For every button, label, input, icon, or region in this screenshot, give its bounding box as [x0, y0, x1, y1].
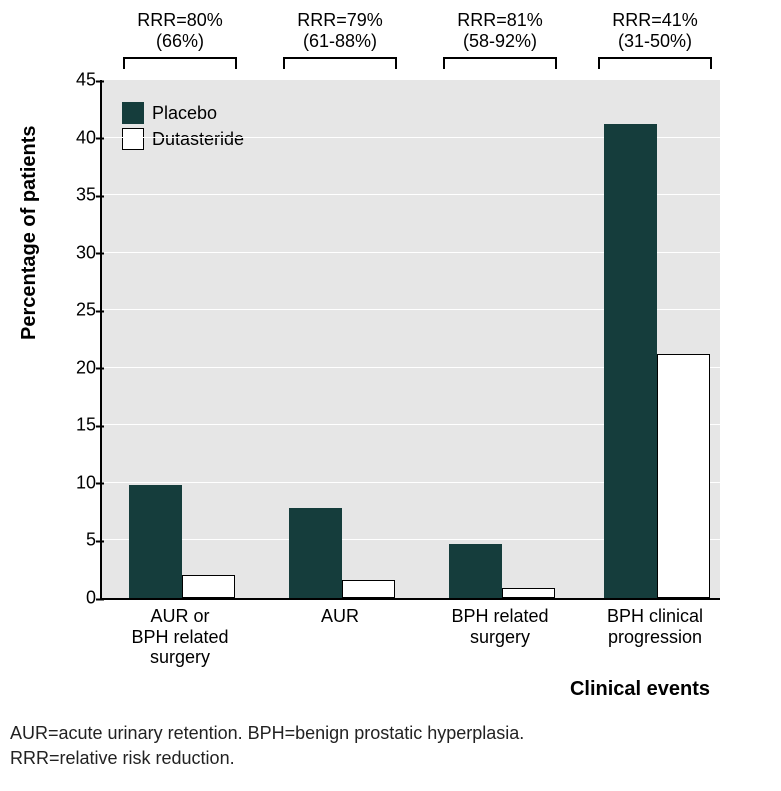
rrr-line1: RRR=80% [115, 10, 245, 31]
bracket-icon [435, 55, 565, 69]
legend: Placebo Dutasteride [122, 102, 244, 154]
rrr-line1: RRR=81% [435, 10, 565, 31]
rrr-line2: (61-88%) [275, 31, 405, 52]
rrr-annotation: RRR=81%(58-92%) [435, 10, 565, 69]
rrr-line1: RRR=79% [275, 10, 405, 31]
rrr-annotation: RRR=80%(66%) [115, 10, 245, 69]
x-category-row: AUR orBPH relatedsurgery AUR BPH relatedsu… [100, 600, 720, 678]
legend-swatch-placebo [122, 102, 144, 124]
bar-dutasteride [502, 588, 555, 598]
y-tick-label: 15 [52, 415, 96, 436]
rrr-line1: RRR=41% [590, 10, 720, 31]
rrr-line2: (58-92%) [435, 31, 565, 52]
legend-item-placebo: Placebo [122, 102, 244, 124]
legend-label: Dutasteride [152, 129, 244, 150]
bracket-icon [115, 55, 245, 69]
y-axis-label: Percentage of patients [18, 125, 41, 340]
y-tick-label: 25 [52, 300, 96, 321]
x-category-label: AUR [265, 606, 415, 627]
rrr-line2: (66%) [115, 31, 245, 52]
bar-placebo [289, 508, 342, 598]
bar-placebo [129, 485, 182, 598]
rrr-annotation: RRR=79%(61-88%) [275, 10, 405, 69]
bar-placebo [604, 124, 657, 598]
rrr-line2: (31-50%) [590, 31, 720, 52]
x-category-label: BPH relatedsurgery [425, 606, 575, 647]
annotations-row: RRR=80%(66%) RRR=79%(61-88%) RRR=81%(58-92… [100, 10, 720, 80]
x-category-label: BPH clinicalprogression [580, 606, 730, 647]
bar-placebo [449, 544, 502, 598]
y-tick-label: 30 [52, 242, 96, 263]
y-tick-label: 10 [52, 472, 96, 493]
y-tick-label: 5 [52, 530, 96, 551]
legend-item-dutasteride: Dutasteride [122, 128, 244, 150]
y-tick-label: 40 [52, 127, 96, 148]
gridline [102, 79, 720, 80]
bar-dutasteride [657, 354, 710, 598]
legend-swatch-dutasteride [122, 128, 144, 150]
chart-plot-area: Placebo Dutasteride 051015202530354045 [100, 80, 720, 600]
x-category-label: AUR orBPH relatedsurgery [105, 606, 255, 668]
y-tick-label: 20 [52, 357, 96, 378]
footnote-line: RRR=relative risk reduction. [10, 746, 781, 771]
bar-dutasteride [182, 575, 235, 598]
x-axis-label: Clinical events [100, 678, 720, 701]
bar-dutasteride [342, 580, 395, 598]
bracket-icon [275, 55, 405, 69]
bracket-icon [590, 55, 720, 69]
y-tick-label: 0 [52, 588, 96, 609]
footnotes: AUR=acute urinary retention. BPH=benign … [10, 721, 781, 771]
footnote-line: AUR=acute urinary retention. BPH=benign … [10, 721, 781, 746]
y-tick-label: 45 [52, 70, 96, 91]
legend-label: Placebo [152, 103, 217, 124]
rrr-annotation: RRR=41%(31-50%) [590, 10, 720, 69]
y-tick-label: 35 [52, 185, 96, 206]
